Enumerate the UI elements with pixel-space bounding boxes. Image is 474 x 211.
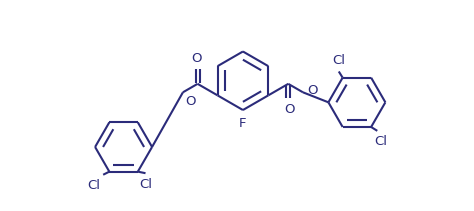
Text: O: O <box>307 84 317 97</box>
Text: O: O <box>185 95 196 108</box>
Text: Cl: Cl <box>139 178 152 191</box>
Text: Cl: Cl <box>332 54 345 67</box>
Text: Cl: Cl <box>87 179 100 192</box>
Text: O: O <box>191 52 202 65</box>
Text: Cl: Cl <box>374 135 387 149</box>
Text: F: F <box>238 117 246 130</box>
Text: O: O <box>284 103 294 116</box>
